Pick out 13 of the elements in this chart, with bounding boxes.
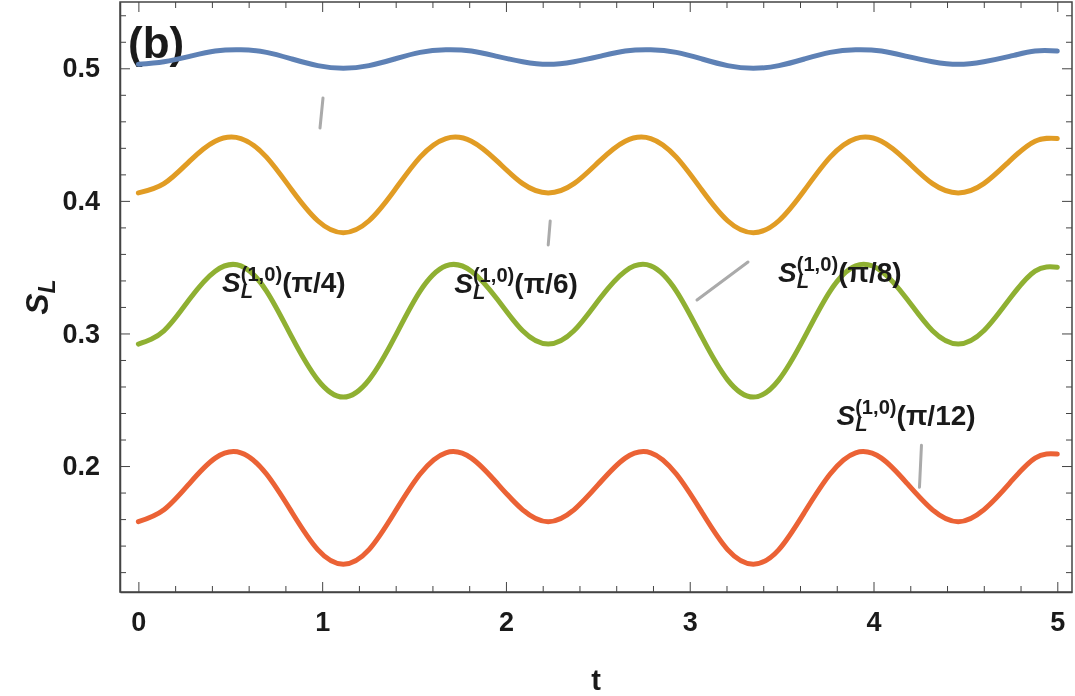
- chart-title: (b): [128, 18, 185, 67]
- y-tick-label: 0.4: [62, 186, 100, 217]
- y-tick-label: 0.5: [62, 53, 100, 84]
- x-tick-label: 0: [131, 607, 147, 638]
- x-tick-label: 3: [682, 607, 698, 638]
- y-tick-label: 0.3: [62, 318, 100, 349]
- x-axis-title: t: [591, 664, 602, 696]
- x-tick-label: 4: [866, 607, 882, 638]
- annotation: S$_{L}$$^{(1,0)}$(π/12): [836, 396, 976, 436]
- y-tick-label: 0.2: [62, 451, 100, 482]
- x-tick-label: 1: [315, 607, 331, 638]
- x-tick-label: 2: [498, 607, 514, 638]
- x-tick-label: 5: [1050, 607, 1066, 638]
